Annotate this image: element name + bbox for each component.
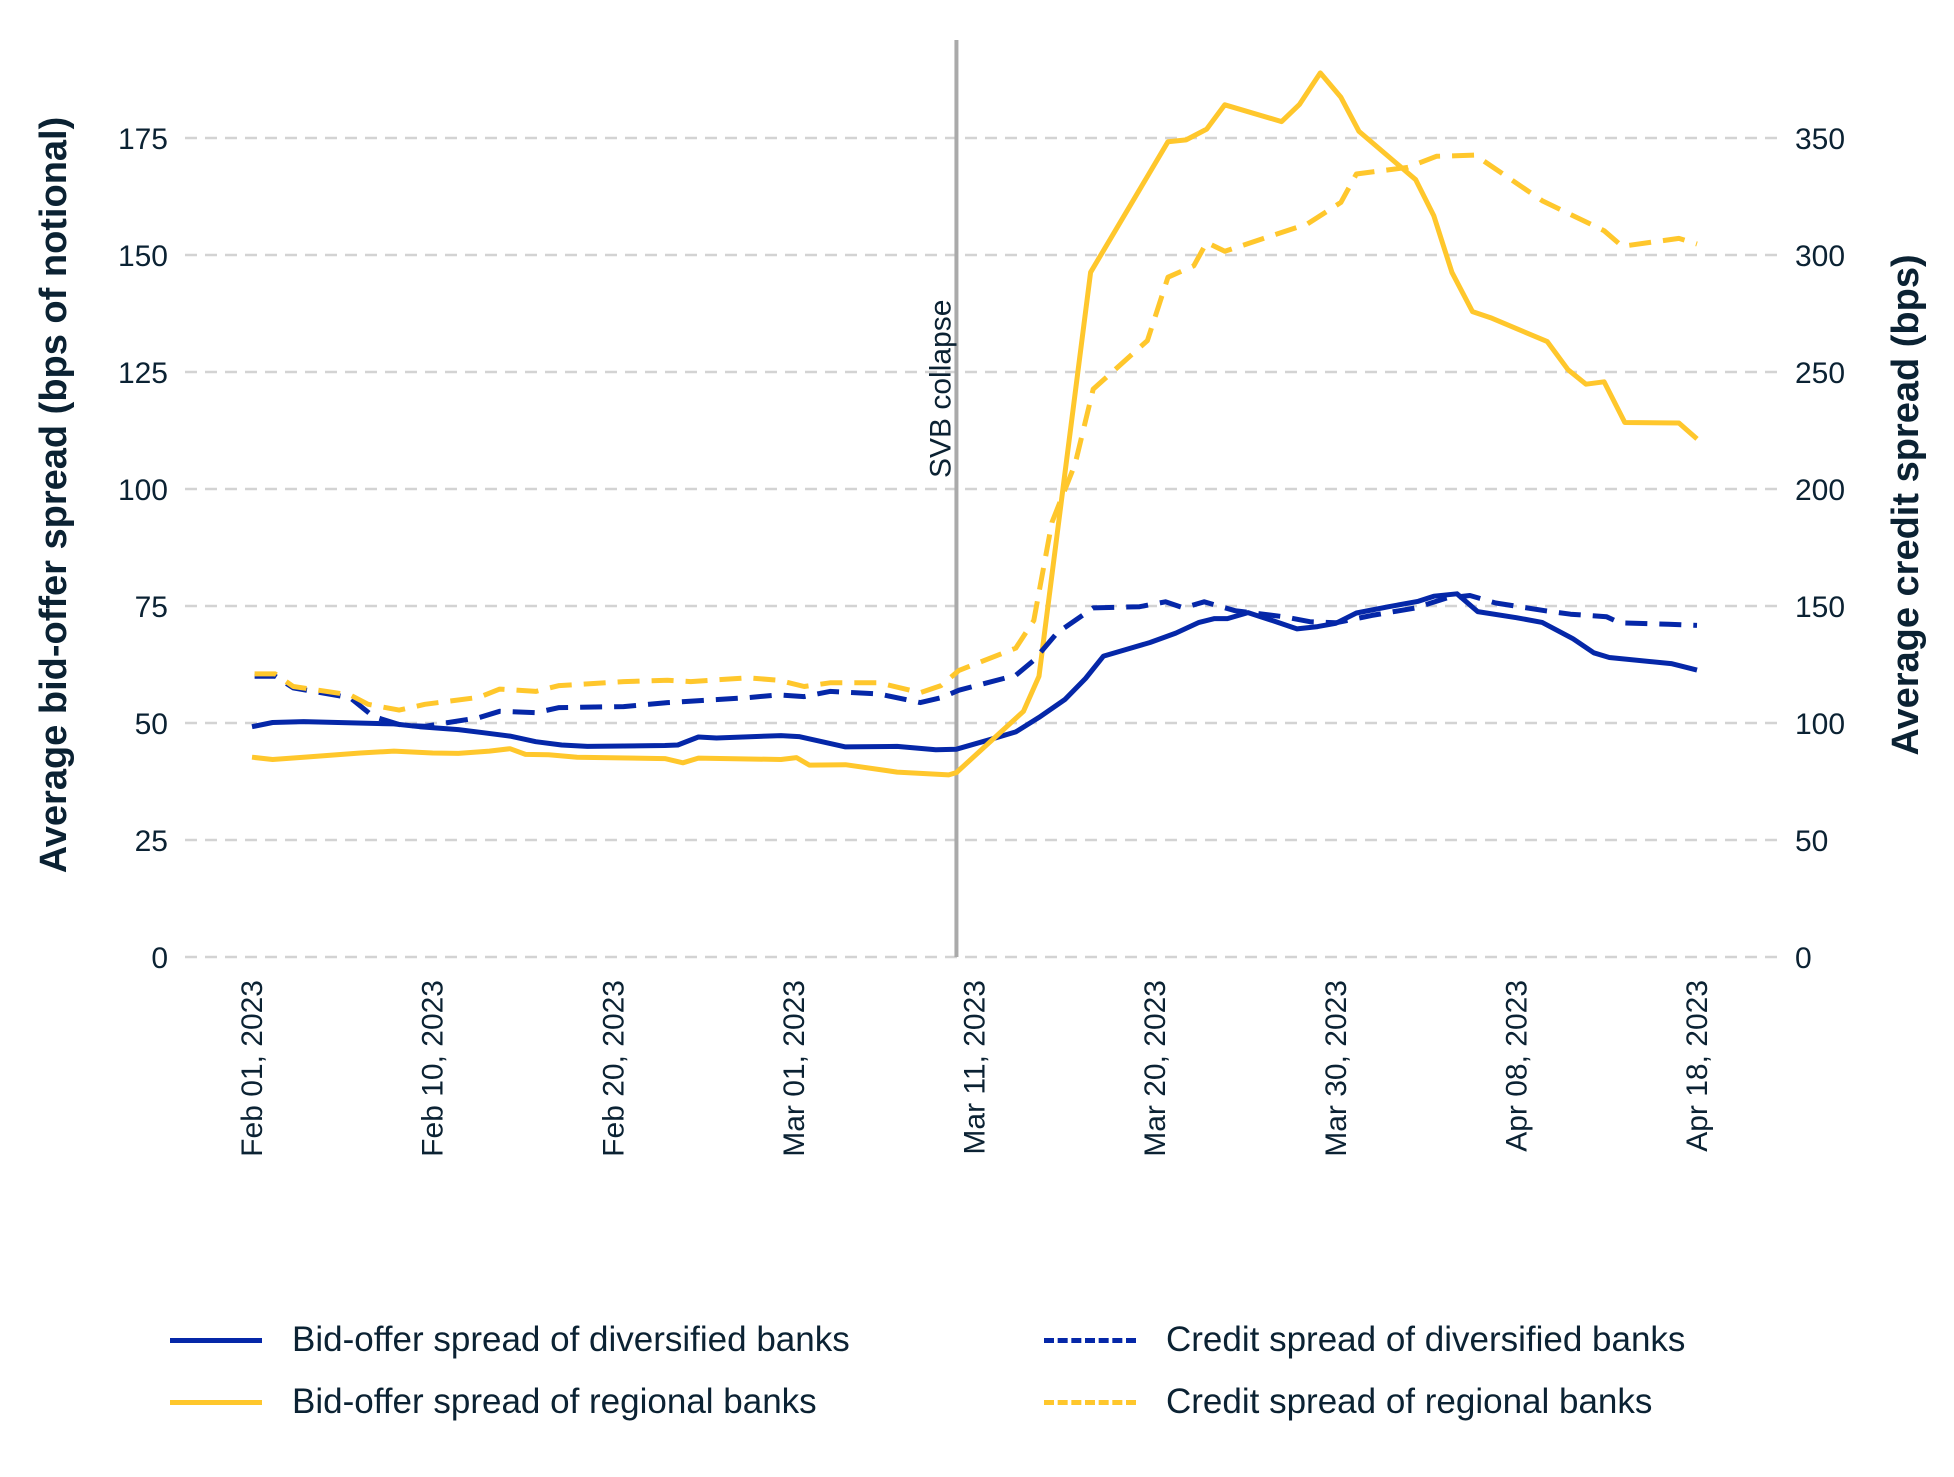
x-tick-label: Mar 11, 2023 [959, 980, 992, 1155]
left-tick-label: 25 [135, 825, 168, 858]
legend-label: Bid-offer spread of diversified banks [292, 1320, 850, 1359]
legend-item-credit-diversified: Credit spread of diversified banks [1044, 1320, 1685, 1360]
x-tick-label: Feb 10, 2023 [417, 980, 450, 1157]
right-tick-label: 50 [1795, 825, 1828, 858]
svb-collapse-label: SVB collapse [924, 300, 957, 478]
left-axis-title: Average bid-offer spread (bps of notiona… [33, 117, 75, 874]
legend-item-bidoffer-regional: Bid-offer spread of regional banks [170, 1382, 817, 1422]
left-tick-label: 150 [118, 240, 168, 273]
legend-item-credit-regional: Credit spread of regional banks [1044, 1382, 1652, 1422]
gridlines [185, 136, 1785, 959]
right-axis-title: Average credit spread (bps) [1885, 254, 1927, 755]
right-tick-label: 250 [1795, 357, 1845, 390]
legend-item-bidoffer-diversified: Bid-offer spread of diversified banks [170, 1320, 850, 1360]
svb-annotation: SVB collapse [924, 40, 959, 957]
left-tick-label: 0 [151, 942, 168, 975]
series-line-1 [251, 70, 1699, 778]
x-tick-label: Apr 18, 2023 [1681, 980, 1714, 1152]
series-line-0 [251, 591, 1698, 753]
series-line-2 [254, 593, 1698, 729]
legend-label: Credit spread of diversified banks [1166, 1320, 1686, 1359]
series-lines [251, 70, 1699, 778]
left-axis-ticks: 0 25 50 75 100 125 150 175 [118, 123, 168, 975]
legend-label: Bid-offer spread of regional banks [292, 1382, 817, 1421]
right-tick-label: 150 [1795, 591, 1845, 624]
left-tick-label: 75 [135, 591, 168, 624]
x-axis-ticks: Feb 01, 2023 Feb 10, 2023 Feb 20, 2023 Mar … [236, 980, 1714, 1157]
x-tick-label: Mar 01, 2023 [778, 980, 811, 1157]
right-tick-label: 100 [1795, 708, 1845, 741]
legend-swatch-dashed-blue [1044, 1337, 1136, 1343]
right-tick-label: 200 [1795, 474, 1845, 507]
right-tick-label: 300 [1795, 240, 1845, 273]
left-tick-label: 50 [135, 708, 168, 741]
left-tick-label: 100 [118, 474, 168, 507]
legend-swatch-solid-blue [170, 1337, 262, 1343]
x-tick-label: Feb 20, 2023 [597, 980, 630, 1157]
legend-swatch-solid-yellow [170, 1399, 262, 1405]
x-tick-label: Apr 08, 2023 [1500, 980, 1533, 1152]
left-tick-label: 175 [118, 123, 168, 156]
x-tick-label: Mar 20, 2023 [1139, 980, 1172, 1157]
right-tick-label: 0 [1795, 942, 1812, 975]
x-tick-label: Mar 30, 2023 [1320, 980, 1353, 1157]
right-tick-label: 350 [1795, 123, 1845, 156]
legend-swatch-dashed-yellow [1044, 1399, 1136, 1405]
x-tick-label: Feb 01, 2023 [236, 980, 269, 1157]
left-tick-label: 125 [118, 357, 168, 390]
series-line-3 [254, 152, 1698, 713]
legend-label: Credit spread of regional banks [1166, 1382, 1653, 1421]
right-axis-ticks: 0 50 100 150 200 250 300 350 [1795, 123, 1845, 975]
